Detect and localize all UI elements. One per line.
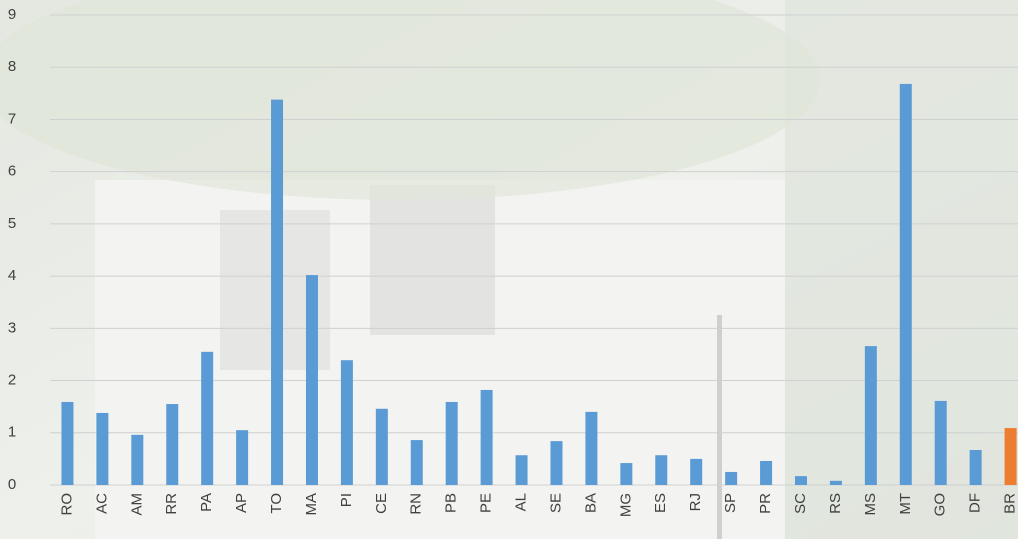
window (370, 185, 495, 335)
y-tick-label: 0 (8, 476, 16, 493)
x-tick-label: GO (932, 493, 949, 516)
bar (305, 275, 318, 485)
bar (166, 404, 179, 485)
bar (375, 408, 388, 485)
bar (61, 401, 74, 485)
x-tick-label: MT (897, 493, 914, 515)
bar (410, 440, 423, 485)
bar (829, 480, 842, 485)
y-tick-label: 2 (8, 372, 16, 389)
x-tick-label: AP (233, 493, 250, 513)
x-tick-label: RR (163, 493, 180, 515)
bar (131, 434, 144, 485)
bar (236, 430, 249, 485)
bar (794, 476, 807, 485)
y-tick-label: 1 (8, 424, 16, 441)
x-tick-label: PR (757, 493, 774, 514)
bar (620, 463, 633, 485)
x-tick-label: CE (373, 493, 390, 514)
bar (340, 360, 353, 485)
x-tick-label: SP (722, 493, 739, 513)
tree-canopy (0, 0, 820, 200)
x-tick-label: RN (408, 493, 425, 515)
bar (201, 351, 214, 485)
x-tick-label: PA (198, 493, 215, 512)
x-tick-label: AL (513, 493, 530, 511)
y-tick-label: 4 (8, 267, 16, 284)
x-tick-label: PI (338, 493, 355, 507)
bar (969, 450, 982, 485)
bar (760, 460, 773, 485)
x-tick-label: PE (478, 493, 495, 513)
x-tick-label: MG (617, 493, 634, 517)
bar (690, 458, 703, 485)
bar (96, 412, 109, 485)
x-tick-label: DF (967, 493, 984, 513)
x-tick-label: BA (582, 493, 599, 513)
pole (717, 315, 722, 539)
x-tick-label: RO (58, 493, 75, 516)
x-tick-label: AM (128, 493, 145, 516)
bar (515, 455, 528, 485)
bar (899, 83, 912, 485)
x-tick-label: MA (303, 493, 320, 516)
y-tick-label: 3 (8, 319, 16, 336)
x-tick-label: SE (547, 493, 564, 513)
bar (934, 400, 947, 485)
x-tick-label: RJ (687, 493, 704, 511)
x-tick-label: BR (1002, 493, 1018, 514)
bar (585, 411, 598, 485)
x-tick-label: RS (827, 493, 844, 514)
x-tick-label: SC (792, 493, 809, 514)
x-tick-label: MS (862, 493, 879, 516)
x-tick-label: ES (652, 493, 669, 513)
bar (1004, 428, 1017, 485)
y-tick-label: 6 (8, 163, 16, 180)
x-tick-label: TO (268, 493, 285, 514)
x-tick-label: AC (93, 493, 110, 514)
bar (864, 346, 877, 485)
bar (550, 441, 563, 485)
bar (445, 401, 458, 485)
y-tick-label: 8 (8, 58, 16, 75)
bar (271, 99, 284, 485)
bar (480, 389, 493, 485)
y-tick-label: 5 (8, 215, 16, 232)
y-tick-label: 7 (8, 110, 16, 127)
x-tick-label: PB (443, 493, 460, 513)
bar (655, 455, 668, 485)
bar (725, 471, 738, 485)
y-tick-label: 9 (8, 6, 16, 23)
